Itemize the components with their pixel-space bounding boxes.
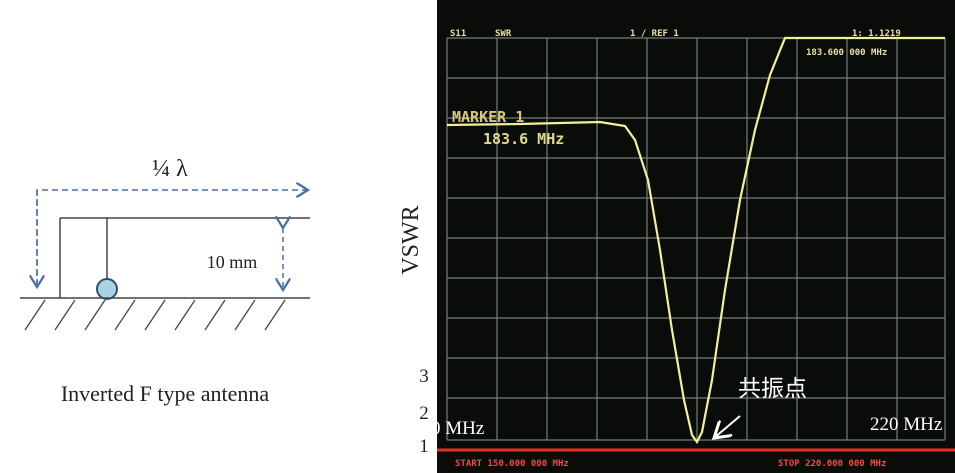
marker-name: MARKER 1: [452, 108, 524, 126]
marker-readout: 1: 1.1219: [852, 29, 901, 39]
height-label: 10 mm: [207, 252, 258, 272]
screen: [437, 0, 955, 473]
y-scale-label: 3: [419, 366, 429, 387]
resonance-label: 共振点: [738, 376, 807, 402]
caption: Inverted F type antenna: [61, 381, 270, 406]
marker-frequency: 183.6 MHz: [483, 130, 564, 148]
screen-stop: STOP 220.000 000 MHz: [778, 459, 886, 469]
screen-scale: 1 / REF 1: [630, 29, 679, 39]
feed-point: [97, 279, 117, 299]
antenna-diagram: ¼ λ 10 mm Inverted F type antenna: [20, 156, 310, 406]
screen-parameter: S11: [450, 29, 466, 39]
length-arrow: [37, 190, 308, 285]
y-scale-label: 1: [419, 436, 429, 457]
figure: ¼ λ 10 mm Inverted F type antenna VSWR 3…: [0, 0, 955, 473]
screen-format: SWR: [495, 29, 512, 39]
y-axis-label: VSWR: [398, 205, 424, 274]
stop-label: 220 MHz: [870, 414, 942, 435]
start-label: 150 MHz: [412, 418, 484, 439]
screen-start: START 150.000 000 MHz: [455, 459, 569, 469]
marker-frequency-readout: 183.600 000 MHz: [806, 48, 887, 58]
length-label: ¼ λ: [152, 156, 188, 182]
analyzer: VSWR 3 2 1 S11 SWR 1 / REF 1 1: 1.1219 1…: [398, 0, 955, 473]
ground-hatch: [25, 300, 285, 330]
